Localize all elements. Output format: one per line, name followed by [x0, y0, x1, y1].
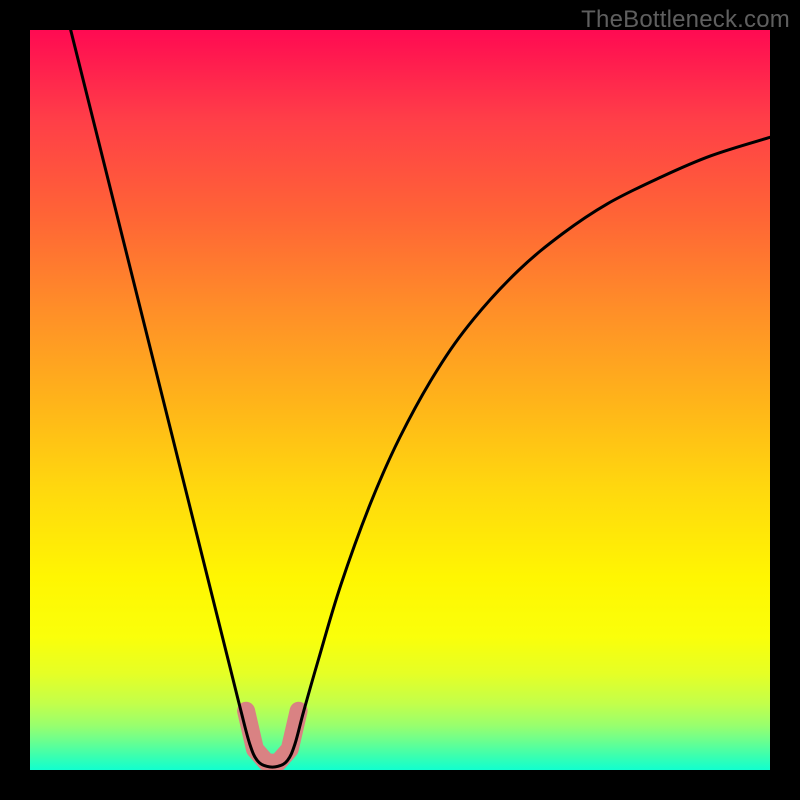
chart-frame: TheBottleneck.com	[0, 0, 800, 800]
plot-area	[30, 30, 770, 770]
bottleneck-curve	[71, 30, 770, 767]
chart-overlay	[30, 30, 770, 770]
